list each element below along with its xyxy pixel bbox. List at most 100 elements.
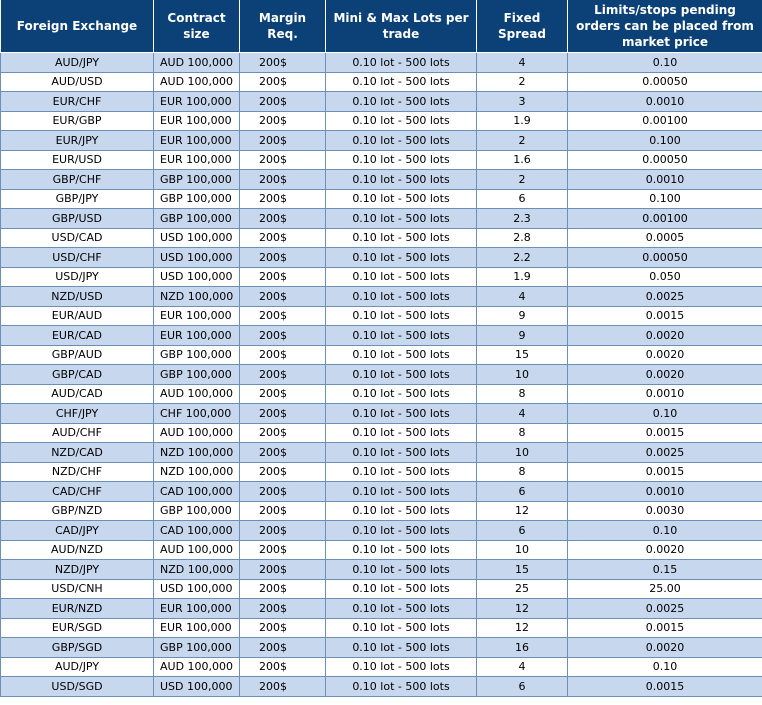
cell-lots: 0.10 lot - 500 lots (325, 637, 477, 658)
cell-fixed-spread: 4 (476, 656, 568, 677)
cell-margin-req: 200$ (239, 578, 326, 599)
cell-contract-size: GBP 100,000 (153, 169, 240, 190)
table-row: EUR/AUD EUR 100,000 200$ 0.10 lot - 500 lot… (0, 305, 762, 326)
cell-contract-size: AUD 100,000 (153, 52, 240, 73)
table-row: EUR/NZD EUR 100,000 200$ 0.10 lot - 500 lot… (0, 598, 762, 619)
table-row: NZD/JPY NZD 100,000 200$ 0.10 lot - 500 lot… (0, 559, 762, 580)
table-row: EUR/GBP EUR 100,000 200$ 0.10 lot - 500 lot… (0, 110, 762, 131)
cell-fixed-spread: 10 (476, 539, 568, 560)
cell-lots: 0.10 lot - 500 lots (325, 383, 477, 404)
cell-contract-size: EUR 100,000 (153, 91, 240, 112)
cell-limits-stops: 0.0005 (567, 227, 762, 248)
cell-contract-size: GBP 100,000 (153, 637, 240, 658)
cell-limits-stops: 0.0010 (567, 481, 762, 502)
cell-contract-size: EUR 100,000 (153, 305, 240, 326)
cell-pair: AUD/JPY (0, 52, 154, 73)
cell-lots: 0.10 lot - 500 lots (325, 130, 477, 151)
cell-lots: 0.10 lot - 500 lots (325, 149, 477, 170)
table-row: EUR/JPY EUR 100,000 200$ 0.10 lot - 500 lot… (0, 130, 762, 151)
table-row: AUD/JPY AUD 100,000 200$ 0.10 lot - 500 lot… (0, 52, 762, 73)
cell-limits-stops: 0.0020 (567, 637, 762, 658)
cell-pair: EUR/AUD (0, 305, 154, 326)
cell-fixed-spread: 8 (476, 461, 568, 482)
cell-fixed-spread: 25 (476, 578, 568, 599)
cell-fixed-spread: 4 (476, 286, 568, 307)
cell-limits-stops: 0.00050 (567, 247, 762, 268)
cell-lots: 0.10 lot - 500 lots (325, 442, 477, 463)
cell-pair: CAD/JPY (0, 520, 154, 541)
table-row: GBP/CAD GBP 100,000 200$ 0.10 lot - 500 lot… (0, 364, 762, 385)
cell-pair: GBP/NZD (0, 500, 154, 521)
header-contract-size: Contract size (153, 0, 240, 53)
cell-pair: CHF/JPY (0, 403, 154, 424)
table-row: GBP/USD GBP 100,000 200$ 0.10 lot - 500 lot… (0, 208, 762, 229)
cell-contract-size: GBP 100,000 (153, 500, 240, 521)
cell-limits-stops: 0.0025 (567, 442, 762, 463)
table-row: EUR/CAD EUR 100,000 200$ 0.10 lot - 500 lot… (0, 325, 762, 346)
cell-contract-size: EUR 100,000 (153, 598, 240, 619)
table-row: CAD/JPY CAD 100,000 200$ 0.10 lot - 500 lot… (0, 520, 762, 541)
cell-lots: 0.10 lot - 500 lots (325, 344, 477, 365)
cell-fixed-spread: 10 (476, 442, 568, 463)
cell-margin-req: 200$ (239, 169, 326, 190)
cell-contract-size: NZD 100,000 (153, 442, 240, 463)
cell-lots: 0.10 lot - 500 lots (325, 110, 477, 131)
cell-margin-req: 200$ (239, 383, 326, 404)
cell-contract-size: CAD 100,000 (153, 481, 240, 502)
cell-margin-req: 200$ (239, 208, 326, 229)
table-row: AUD/USD AUD 100,000 200$ 0.10 lot - 500 lot… (0, 71, 762, 92)
cell-margin-req: 200$ (239, 539, 326, 560)
cell-contract-size: AUD 100,000 (153, 422, 240, 443)
cell-limits-stops: 0.0020 (567, 325, 762, 346)
cell-lots: 0.10 lot - 500 lots (325, 227, 477, 248)
cell-fixed-spread: 9 (476, 305, 568, 326)
cell-contract-size: GBP 100,000 (153, 344, 240, 365)
cell-lots: 0.10 lot - 500 lots (325, 403, 477, 424)
cell-contract-size: EUR 100,000 (153, 110, 240, 131)
cell-limits-stops: 0.0020 (567, 539, 762, 560)
cell-fixed-spread: 2 (476, 130, 568, 151)
cell-limits-stops: 0.00100 (567, 208, 762, 229)
cell-margin-req: 200$ (239, 305, 326, 326)
cell-lots: 0.10 lot - 500 lots (325, 520, 477, 541)
cell-pair: EUR/USD (0, 149, 154, 170)
cell-pair: USD/SGD (0, 676, 154, 697)
cell-fixed-spread: 4 (476, 403, 568, 424)
cell-pair: AUD/USD (0, 71, 154, 92)
cell-margin-req: 200$ (239, 130, 326, 151)
cell-pair: NZD/JPY (0, 559, 154, 580)
cell-pair: AUD/JPY (0, 656, 154, 677)
cell-pair: USD/CAD (0, 227, 154, 248)
cell-margin-req: 200$ (239, 344, 326, 365)
table-row: USD/JPY USD 100,000 200$ 0.10 lot - 500 lot… (0, 266, 762, 287)
cell-limits-stops: 0.0030 (567, 500, 762, 521)
cell-contract-size: EUR 100,000 (153, 325, 240, 346)
cell-margin-req: 200$ (239, 52, 326, 73)
cell-pair: NZD/CAD (0, 442, 154, 463)
cell-lots: 0.10 lot - 500 lots (325, 598, 477, 619)
table-row: USD/CNH USD 100,000 200$ 0.10 lot - 500 lot… (0, 578, 762, 599)
cell-limits-stops: 0.0010 (567, 383, 762, 404)
cell-lots: 0.10 lot - 500 lots (325, 266, 477, 287)
cell-fixed-spread: 12 (476, 617, 568, 638)
cell-lots: 0.10 lot - 500 lots (325, 461, 477, 482)
cell-limits-stops: 0.0025 (567, 598, 762, 619)
cell-fixed-spread: 8 (476, 422, 568, 443)
cell-margin-req: 200$ (239, 461, 326, 482)
cell-contract-size: AUD 100,000 (153, 383, 240, 404)
cell-fixed-spread: 6 (476, 676, 568, 697)
cell-fixed-spread: 4 (476, 52, 568, 73)
cell-lots: 0.10 lot - 500 lots (325, 500, 477, 521)
cell-margin-req: 200$ (239, 637, 326, 658)
cell-margin-req: 200$ (239, 364, 326, 385)
cell-margin-req: 200$ (239, 520, 326, 541)
cell-fixed-spread: 8 (476, 383, 568, 404)
cell-limits-stops: 0.10 (567, 520, 762, 541)
cell-contract-size: NZD 100,000 (153, 461, 240, 482)
cell-contract-size: GBP 100,000 (153, 208, 240, 229)
cell-fixed-spread: 2.8 (476, 227, 568, 248)
cell-margin-req: 200$ (239, 617, 326, 638)
cell-fixed-spread: 2.3 (476, 208, 568, 229)
cell-fixed-spread: 10 (476, 364, 568, 385)
table-row: AUD/JPY AUD 100,000 200$ 0.10 lot - 500 lot… (0, 656, 762, 677)
